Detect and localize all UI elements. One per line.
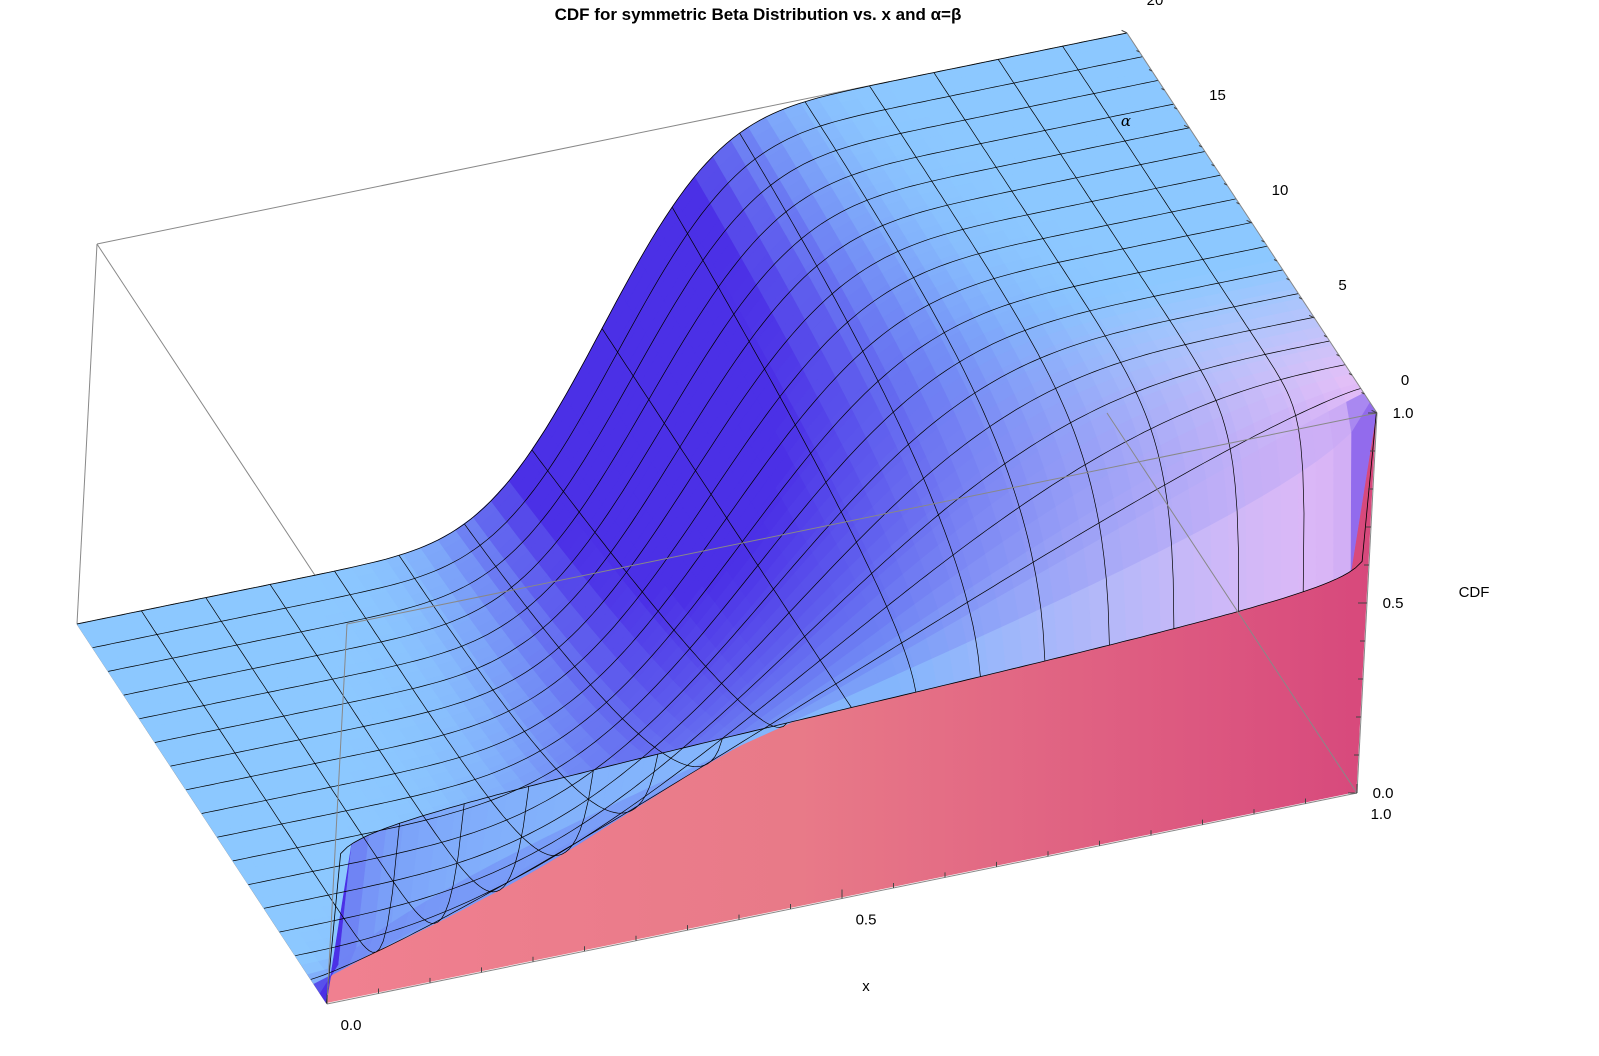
alpha-tick-mark bbox=[1361, 392, 1365, 395]
mesh-line-alpha bbox=[123, 103, 1174, 696]
z-tick-label: 0.0 bbox=[1373, 785, 1394, 802]
alpha-tick-mark bbox=[1161, 88, 1165, 91]
alpha-tick-mark bbox=[1236, 202, 1240, 205]
alpha-tick-label: 20 bbox=[1147, 0, 1164, 9]
alpha-tick-mark bbox=[1173, 107, 1178, 110]
alpha-tick-mark bbox=[1246, 219, 1253, 224]
alpha-tick-mark bbox=[1286, 278, 1290, 281]
alpha-tick-mark bbox=[1121, 29, 1128, 34]
alpha-tick-mark bbox=[1336, 354, 1340, 357]
mesh-line-alpha bbox=[295, 364, 1346, 957]
x-tick-label: 0.5 bbox=[856, 912, 877, 929]
surface-patch bbox=[1210, 515, 1231, 619]
surface-patch bbox=[1175, 534, 1196, 628]
mesh-line-alpha bbox=[170, 174, 1221, 767]
x-tick-label: 0.0 bbox=[341, 1017, 362, 1034]
mesh-line-alpha bbox=[139, 127, 1190, 720]
alpha-tick-mark bbox=[1136, 50, 1140, 53]
mesh-line-alpha bbox=[186, 198, 1237, 791]
surface-edge bbox=[326, 411, 1377, 1004]
surface-patch bbox=[1315, 448, 1335, 588]
alpha-tick-mark bbox=[1211, 164, 1215, 167]
mesh-line-alpha bbox=[154, 151, 1205, 743]
alpha-tick-label: 5 bbox=[1338, 277, 1346, 294]
mesh-line-alpha bbox=[310, 388, 1361, 980]
alpha-tick-label: 15 bbox=[1209, 87, 1226, 104]
box-edge bbox=[1106, 412, 1358, 794]
alpha-tick-mark bbox=[1298, 297, 1303, 300]
cdf-axis-label: CDF bbox=[1459, 584, 1490, 601]
surface-patch bbox=[1158, 543, 1179, 633]
x-axis-label: x bbox=[862, 978, 870, 995]
alpha-tick-mark bbox=[1183, 124, 1190, 129]
alpha-tick-mark bbox=[1273, 259, 1278, 262]
z-tick-label: 1.0 bbox=[1393, 405, 1414, 422]
mesh-line-alpha bbox=[108, 80, 1159, 672]
alpha-tick-mark bbox=[1323, 335, 1328, 338]
mesh-line-alpha bbox=[279, 340, 1330, 933]
alpha-tick-mark bbox=[1223, 183, 1228, 186]
surface-patch bbox=[1333, 432, 1352, 581]
alpha-tick-label: 10 bbox=[1272, 182, 1289, 199]
mesh-line-alpha bbox=[217, 245, 1268, 838]
surface-patch bbox=[1298, 461, 1317, 594]
alpha-tick-mark bbox=[1148, 69, 1153, 72]
x-tick-label: 1.0 bbox=[1371, 806, 1392, 823]
surface-patch bbox=[1123, 560, 1145, 642]
chart-title: CDF for symmetric Beta Distribution vs. … bbox=[555, 5, 962, 24]
surface-patch bbox=[1193, 524, 1214, 624]
mesh-line-alpha bbox=[232, 269, 1283, 862]
axis-ticks: 0.0 0.5 1.0 0 5 10 15 20 0.0 0.5 1.0 bbox=[326, 0, 1414, 1034]
surface-mesh bbox=[76, 32, 1377, 1004]
alpha-axis-label: α bbox=[1121, 112, 1131, 130]
surface-edge bbox=[76, 32, 1128, 625]
alpha-tick-mark bbox=[1198, 145, 1203, 148]
surface-patch bbox=[1280, 473, 1300, 600]
box-edge bbox=[346, 412, 1378, 625]
box-edge bbox=[326, 623, 348, 1005]
surface-patch bbox=[1262, 484, 1282, 605]
mesh-line-alpha bbox=[248, 293, 1299, 885]
mesh-line-alpha bbox=[201, 222, 1252, 814]
mesh-line-alpha bbox=[92, 56, 1143, 649]
surface-patch bbox=[1140, 551, 1162, 637]
z-tick-label: 0.5 bbox=[1383, 595, 1404, 612]
surface-patch bbox=[1088, 577, 1110, 650]
alpha-tick-mark bbox=[1348, 373, 1353, 376]
box-edge bbox=[76, 243, 98, 625]
alpha-tick-label: 0 bbox=[1401, 372, 1409, 389]
mesh-line-alpha bbox=[263, 316, 1315, 909]
alpha-tick-mark bbox=[1261, 240, 1265, 243]
alpha-tick-mark bbox=[1308, 314, 1315, 319]
surface-patch bbox=[1245, 495, 1265, 610]
box-edge bbox=[96, 243, 348, 625]
